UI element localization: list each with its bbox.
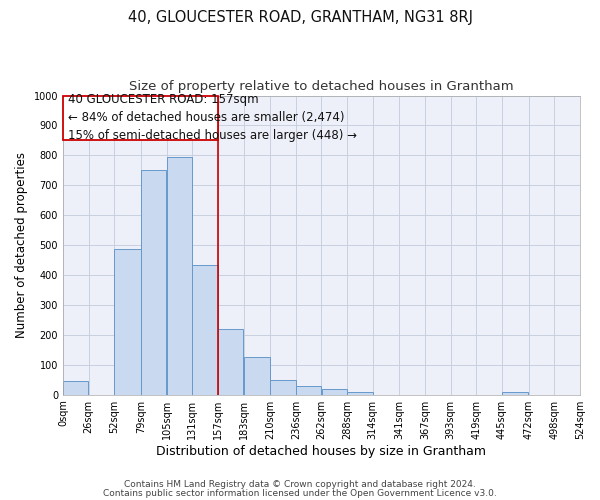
Bar: [502, 392, 529, 394]
Bar: [347, 392, 373, 394]
Y-axis label: Number of detached properties: Number of detached properties: [15, 152, 28, 338]
Bar: [271, 380, 296, 394]
Bar: [322, 390, 347, 394]
Bar: [218, 329, 243, 394]
Bar: [115, 249, 140, 394]
Bar: [244, 358, 270, 395]
FancyBboxPatch shape: [63, 96, 218, 140]
Bar: [167, 157, 192, 394]
Bar: [296, 386, 321, 394]
Bar: [63, 381, 88, 394]
Title: Size of property relative to detached houses in Grantham: Size of property relative to detached ho…: [129, 80, 514, 93]
Text: Contains HM Land Registry data © Crown copyright and database right 2024.: Contains HM Land Registry data © Crown c…: [124, 480, 476, 489]
Text: 40 GLOUCESTER ROAD: 157sqm
← 84% of detached houses are smaller (2,474)
15% of s: 40 GLOUCESTER ROAD: 157sqm ← 84% of deta…: [68, 93, 357, 142]
Text: Contains public sector information licensed under the Open Government Licence v3: Contains public sector information licen…: [103, 488, 497, 498]
X-axis label: Distribution of detached houses by size in Grantham: Distribution of detached houses by size …: [157, 444, 487, 458]
Bar: [141, 170, 166, 394]
Text: 40, GLOUCESTER ROAD, GRANTHAM, NG31 8RJ: 40, GLOUCESTER ROAD, GRANTHAM, NG31 8RJ: [128, 10, 473, 25]
Bar: [193, 264, 218, 394]
